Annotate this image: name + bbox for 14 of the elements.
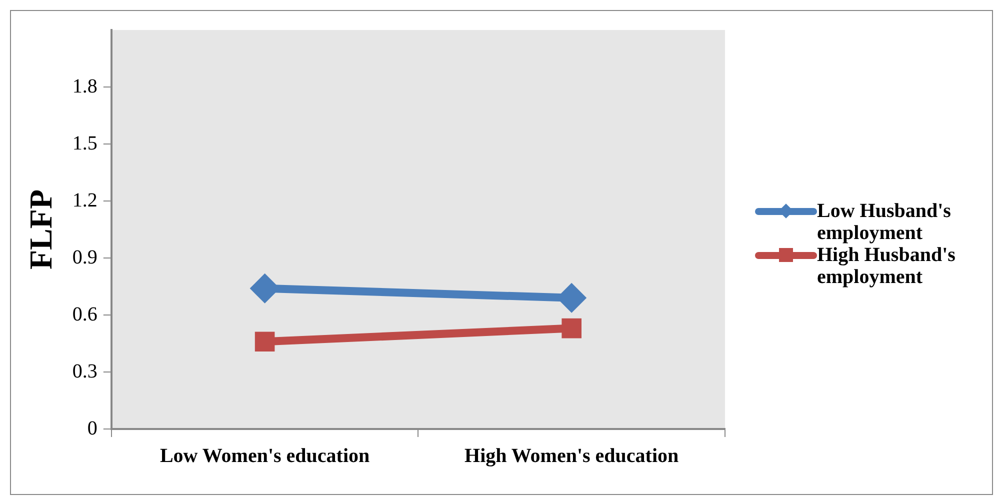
- y-tick-label: 0: [87, 417, 98, 440]
- point: [254, 332, 275, 352]
- y-axis-title: FLFP: [22, 190, 58, 270]
- legend-label: Low Husband's employment: [817, 200, 952, 244]
- x-tick-label: High Women's education: [464, 445, 679, 468]
- x-tick-label: Low Women's education: [160, 445, 370, 468]
- y-tick-label: 0.6: [72, 303, 98, 326]
- y-tick-label: 1.5: [72, 132, 98, 154]
- y-tick-label: 0.9: [72, 246, 98, 268]
- y-tick-label: 1.2: [72, 189, 98, 212]
- point: [562, 318, 582, 338]
- y-tick-label: 0.3: [72, 360, 98, 382]
- y-tick-label: 1.8: [72, 75, 98, 98]
- legend-label: High Husband's employment: [817, 244, 956, 288]
